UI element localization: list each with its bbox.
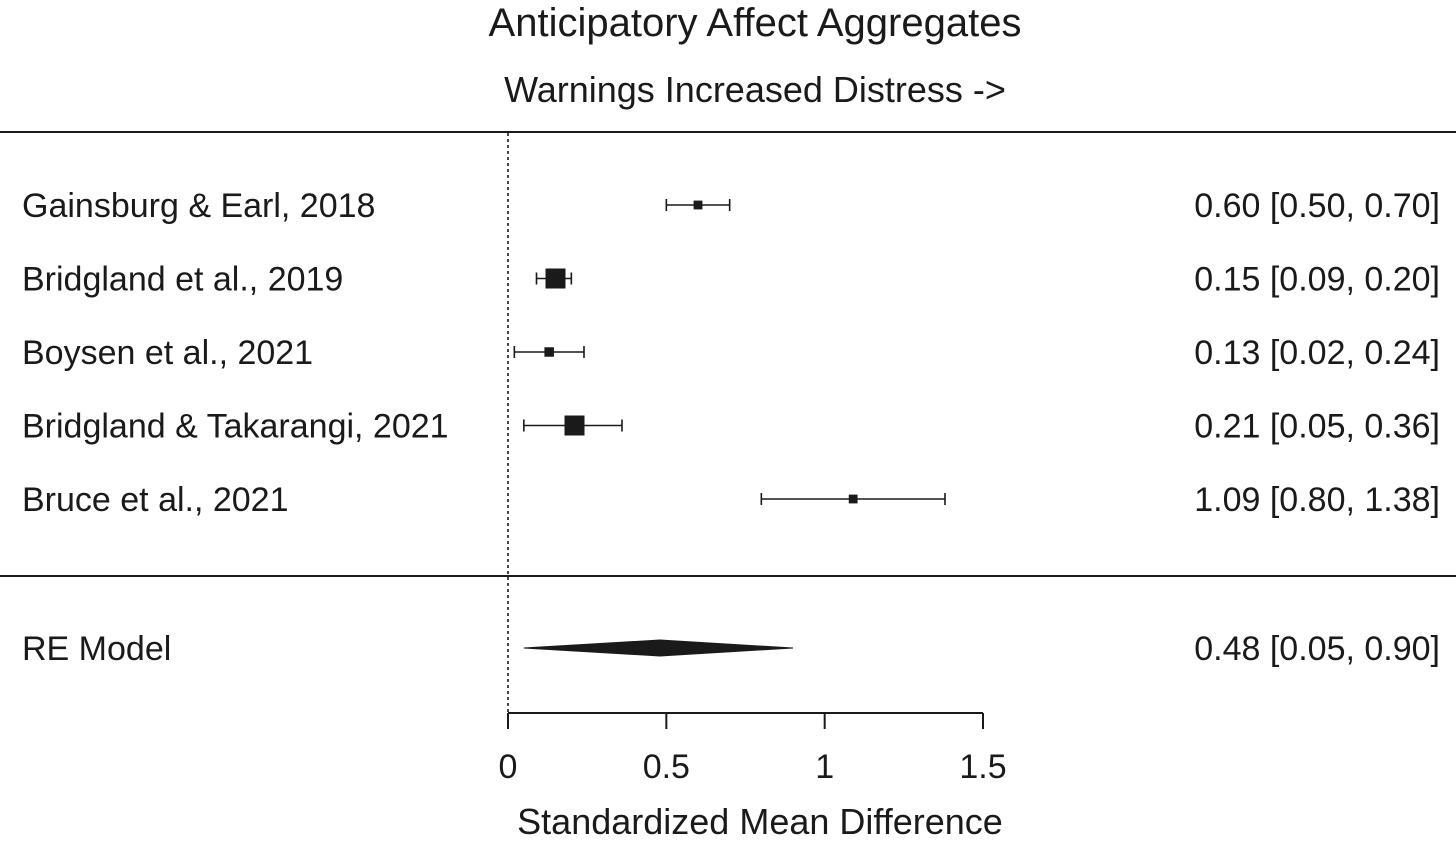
summary-diamond (523, 639, 794, 657)
study-row: Bridgland & Takarangi, 2021 0.21 [0.05, 0… (22, 408, 1440, 446)
x-tick-label: 1 (815, 748, 834, 786)
study-row: Bridgland et al., 2019 0.15 [0.09, 0.20] (22, 261, 1440, 299)
study-label: Gainsburg & Earl, 2018 (22, 187, 375, 225)
chart-title: Anticipatory Affect Aggregates (489, 1, 1022, 45)
point-estimate (545, 268, 566, 289)
x-tick-label: 0.5 (643, 748, 690, 786)
x-axis-label: Standardized Mean Difference (517, 801, 1003, 842)
point-estimate (848, 494, 858, 504)
effect-size-text: 0.60 [0.50, 0.70] (1194, 187, 1440, 225)
study-rows: Gainsburg & Earl, 2018 0.60 [0.50, 0.70] B… (22, 187, 1440, 519)
chart-subtitle: Warnings Increased Distress -> (504, 69, 1006, 110)
study-label: Boysen et al., 2021 (22, 334, 313, 372)
study-row: Gainsburg & Earl, 2018 0.60 [0.50, 0.70] (22, 187, 1440, 225)
point-estimate (564, 415, 585, 436)
effect-size-text: 1.09 [0.80, 1.38] (1194, 481, 1440, 519)
study-label: Bridgland & Takarangi, 2021 (22, 408, 449, 446)
effect-size-text: 0.13 [0.02, 0.24] (1194, 334, 1440, 372)
x-tick-label: 0 (499, 748, 518, 786)
effect-size-text: 0.21 [0.05, 0.36] (1194, 408, 1440, 446)
effect-size-text: 0.15 [0.09, 0.20] (1194, 261, 1440, 299)
summary-effect-text: 0.48 [0.05, 0.90] (1194, 630, 1440, 668)
summary-row: RE Model 0.48 [0.05, 0.90] (22, 630, 1440, 668)
study-label: Bridgland et al., 2019 (22, 261, 343, 299)
summary-label: RE Model (22, 630, 171, 668)
point-estimate (693, 200, 703, 210)
x-axis: 0 0.5 1 1.5 (499, 712, 1007, 786)
study-row: Boysen et al., 2021 0.13 [0.02, 0.24] (22, 334, 1440, 372)
study-row: Bruce et al., 2021 1.09 [0.80, 1.38] (22, 481, 1440, 519)
point-estimate (544, 347, 554, 357)
x-tick-label: 1.5 (959, 748, 1006, 786)
study-label: Bruce et al., 2021 (22, 481, 289, 519)
